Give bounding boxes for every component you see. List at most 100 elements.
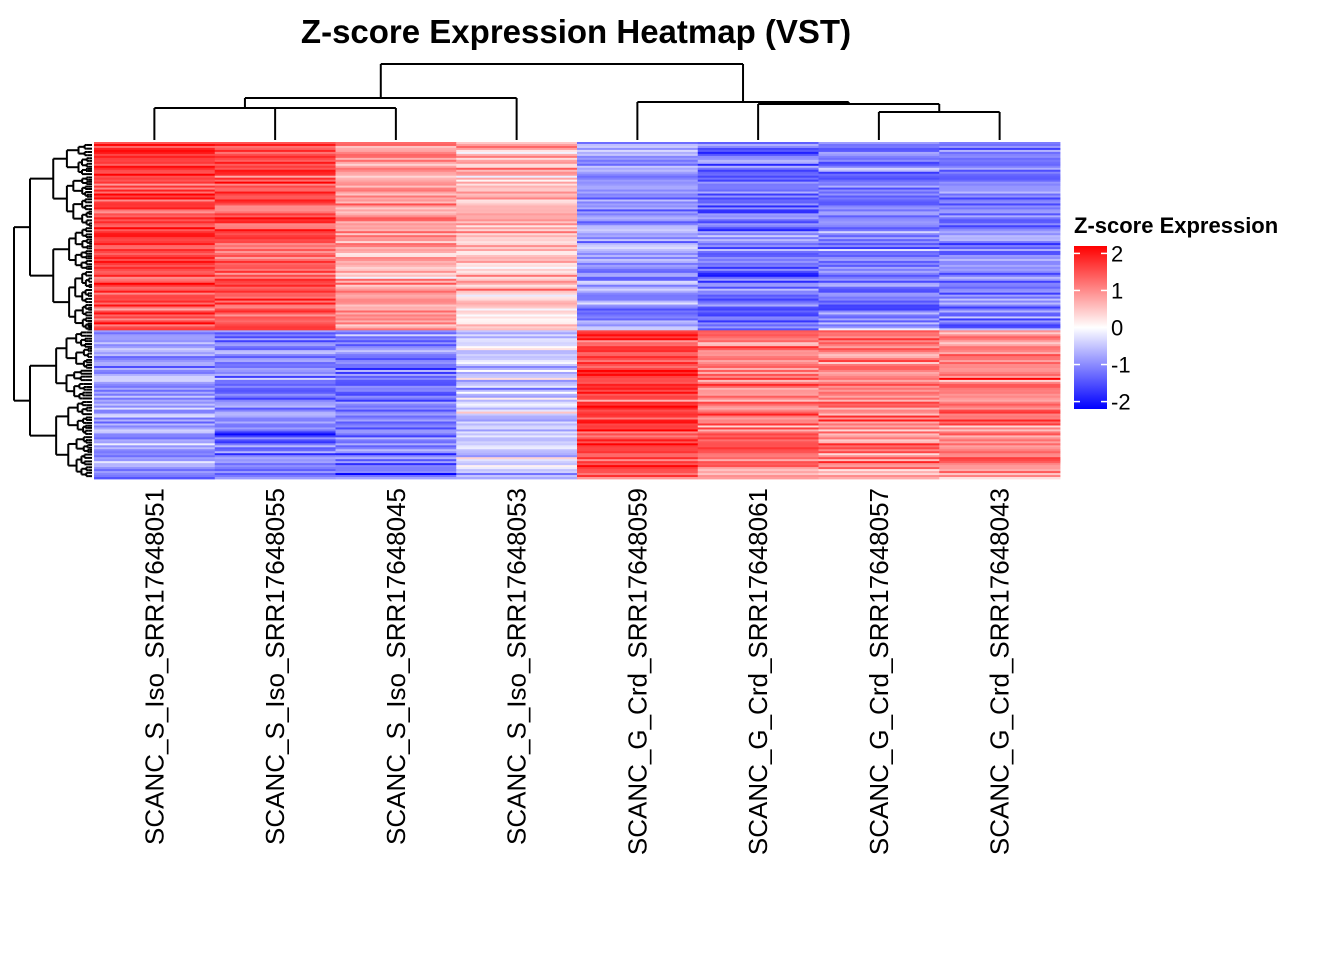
heatmap-cell xyxy=(577,310,699,313)
heatmap-cell xyxy=(939,336,1061,339)
heatmap-cell xyxy=(697,225,819,228)
heatmap-cell xyxy=(335,387,457,391)
heatmap-cell xyxy=(818,473,940,476)
heatmap-cell xyxy=(94,219,216,222)
heatmap-cell xyxy=(214,463,336,466)
heatmap-cell xyxy=(335,467,457,470)
heatmap-cell xyxy=(577,225,699,228)
heatmap-cell xyxy=(456,377,578,381)
heatmap-cell xyxy=(94,403,216,407)
heatmap-cell xyxy=(94,284,216,288)
heatmap-cell xyxy=(94,296,216,299)
heatmap-cell xyxy=(94,169,216,173)
heatmap-cell xyxy=(939,284,1061,288)
heatmap-cell xyxy=(939,431,1061,434)
heatmap-cell xyxy=(94,211,216,214)
heatmap-cell xyxy=(214,336,336,339)
heatmap-cell xyxy=(939,253,1061,256)
heatmap-cell xyxy=(577,467,699,470)
heatmap-cell xyxy=(214,320,336,323)
heatmap-cell xyxy=(697,362,819,365)
heatmap-cell xyxy=(214,467,336,470)
heatmap-cell xyxy=(94,455,216,458)
heatmap-cell xyxy=(214,300,336,303)
heatmap-cell xyxy=(335,326,457,329)
heatmap-cell xyxy=(94,142,216,145)
heatmap-cell xyxy=(214,348,336,351)
heatmap-cell xyxy=(939,334,1061,337)
heatmap-cell xyxy=(818,189,940,192)
heatmap-cell xyxy=(94,344,216,347)
heatmap-cell xyxy=(939,308,1061,311)
heatmap-cell xyxy=(818,348,940,351)
heatmap-cell xyxy=(214,205,336,208)
heatmap-cell xyxy=(939,290,1061,294)
heatmap-cell xyxy=(577,463,699,466)
heatmap-cell xyxy=(214,417,336,420)
heatmap-cell xyxy=(214,290,336,294)
heatmap-cell xyxy=(335,439,457,442)
heatmap-cell xyxy=(335,475,457,478)
heatmap-cell xyxy=(939,215,1061,218)
heatmap-cell xyxy=(94,304,216,307)
heatmap-cell xyxy=(818,443,940,446)
heatmap-cell xyxy=(335,399,457,403)
heatmap-cell xyxy=(818,199,940,202)
heatmap-cell xyxy=(335,403,457,407)
heatmap-cell xyxy=(577,235,699,238)
heatmap-cell xyxy=(335,290,457,294)
heatmap-cell xyxy=(94,306,216,309)
heatmap-cell xyxy=(214,473,336,476)
heatmap-cell xyxy=(214,159,336,163)
heatmap-cell xyxy=(94,280,216,284)
heatmap-cell xyxy=(335,340,457,343)
heatmap-cell xyxy=(214,225,336,228)
heatmap-cell xyxy=(456,282,578,286)
heatmap-cell xyxy=(94,193,216,196)
heatmap-cell xyxy=(214,266,336,270)
heatmap-cell xyxy=(697,239,819,242)
heatmap-cell xyxy=(577,360,699,363)
heatmap-cell xyxy=(214,409,336,412)
heatmap-cell xyxy=(939,197,1061,200)
heatmap-cell xyxy=(818,245,940,248)
heatmap-cell xyxy=(335,395,457,399)
heatmap-cell xyxy=(818,183,940,187)
heatmap-cell xyxy=(456,253,578,256)
heatmap-cell xyxy=(577,251,699,254)
heatmap-cell xyxy=(94,153,216,157)
heatmap-cell xyxy=(577,367,699,371)
heatmap-cell xyxy=(939,173,1061,177)
heatmap-cell xyxy=(94,409,216,412)
heatmap-cell xyxy=(335,302,457,305)
heatmap-cell xyxy=(818,332,940,335)
heatmap-cell xyxy=(456,360,578,363)
heatmap-cell xyxy=(939,262,1061,266)
heatmap-cell xyxy=(456,296,578,299)
heatmap-cell xyxy=(456,322,578,325)
heatmap-cell xyxy=(335,189,457,192)
heatmap-cell xyxy=(939,377,1061,381)
heatmap-cell xyxy=(214,350,336,353)
heatmap-cell xyxy=(577,379,699,383)
heatmap-cell xyxy=(577,344,699,347)
heatmap-cell xyxy=(335,356,457,359)
heatmap-cell xyxy=(214,413,336,416)
heatmap-cell xyxy=(939,419,1061,422)
heatmap-cell xyxy=(94,461,216,464)
heatmap-cell xyxy=(818,149,940,153)
heatmap-cell xyxy=(456,270,578,274)
heatmap-cell xyxy=(94,360,216,363)
heatmap-cell xyxy=(939,268,1061,272)
heatmap-cell xyxy=(94,227,216,230)
heatmap-cell xyxy=(456,215,578,218)
heatmap-cell xyxy=(939,449,1061,452)
heatmap-cell xyxy=(697,469,819,472)
heatmap-cell xyxy=(94,425,216,428)
heatmap-cell xyxy=(94,399,216,403)
heatmap-cell xyxy=(214,419,336,422)
heatmap-cell xyxy=(214,369,336,373)
heatmap-cell xyxy=(697,304,819,307)
heatmap-cell xyxy=(335,280,457,284)
heatmap-cell xyxy=(214,241,336,244)
